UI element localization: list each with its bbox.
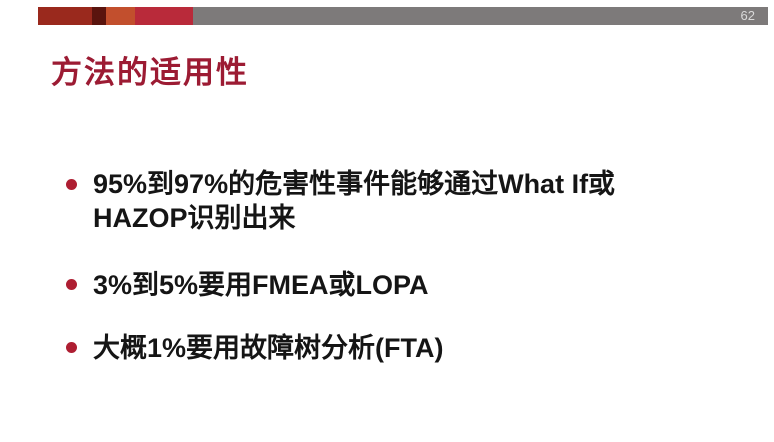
- bar-segment-orange: [106, 7, 135, 25]
- bullet-dot-icon: [66, 179, 77, 190]
- bullet-text: 95%到97%的危害性事件能够通过What If或 HAZOP识别出来: [93, 169, 616, 233]
- bullet-text: 3%到5%要用FMEA或LOPA: [93, 270, 429, 300]
- bullet-item: 3%到5%要用FMEA或LOPA: [66, 268, 429, 302]
- bullet-item: 大概1%要用故障树分析(FTA): [66, 331, 444, 365]
- bar-segment-crimson: [135, 7, 193, 25]
- bullet-dot-icon: [66, 279, 77, 290]
- slide-title: 方法的适用性: [51, 55, 249, 91]
- page-number: 62: [740, 8, 755, 23]
- bar-segment-gray: 62: [193, 7, 768, 25]
- bar-segment-brick: [38, 7, 92, 25]
- bar-segment-maroon: [92, 7, 106, 25]
- bullet-dot-icon: [66, 342, 77, 353]
- top-decoration-bar: 62: [38, 7, 768, 25]
- bullet-text: 大概1%要用故障树分析(FTA): [93, 333, 444, 363]
- bullet-item: 95%到97%的危害性事件能够通过What If或 HAZOP识别出来: [66, 167, 615, 235]
